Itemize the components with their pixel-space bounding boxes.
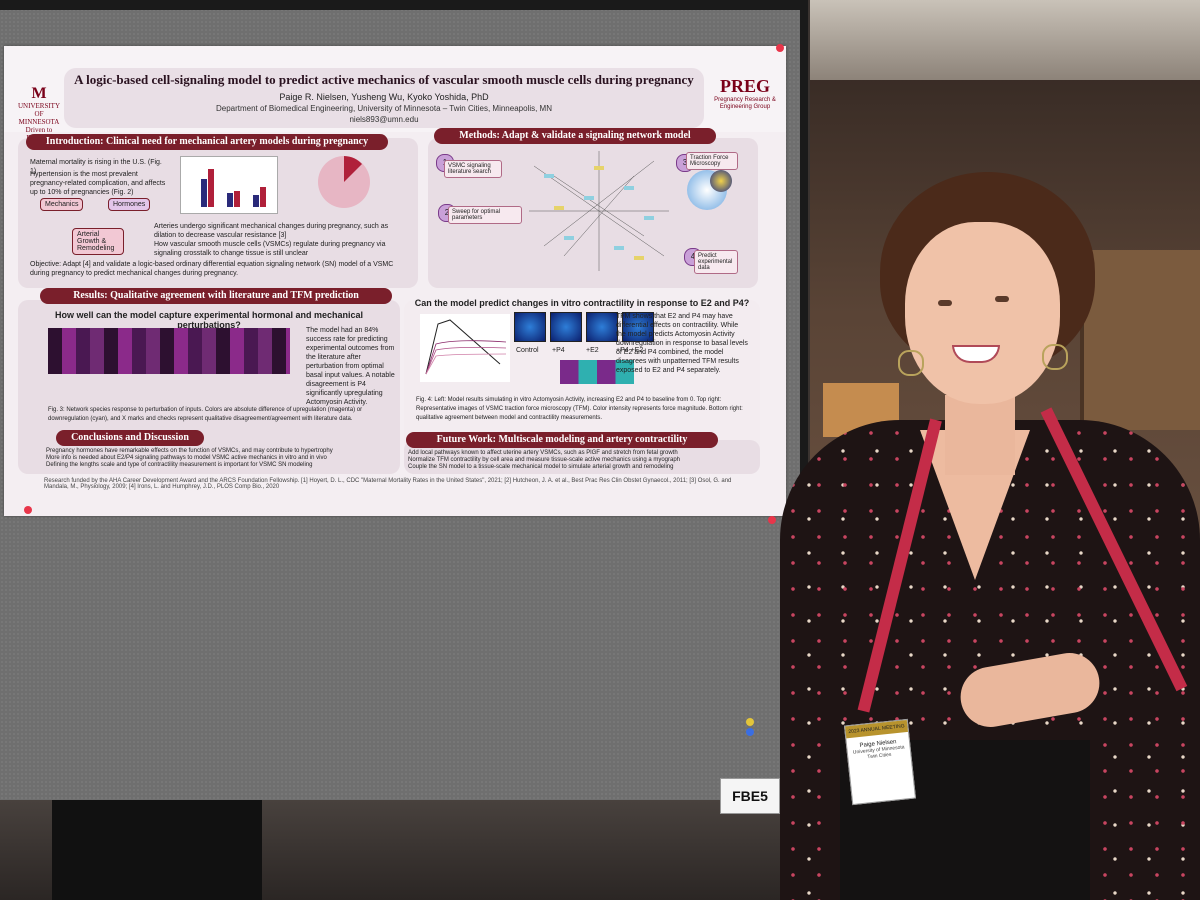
step-4-label: Predict experimental data — [694, 250, 738, 274]
poster-email: niels893@umn.edu — [349, 115, 419, 124]
presenter-face — [905, 222, 1060, 404]
preg-mark: PREG — [719, 76, 770, 96]
wall-panel — [1080, 250, 1200, 430]
tile-label-p4-e2: +P4 +E2 — [616, 347, 644, 354]
fig3-heatmap — [48, 328, 290, 374]
umn-line1: UNIVERSITY — [18, 102, 60, 110]
poster-title: A logic-based cell-signaling model to pr… — [74, 72, 694, 87]
step-1-label: VSMC signaling literature search — [444, 160, 502, 178]
intro-objective: Objective: Adapt [4] and validate a logi… — [30, 261, 394, 277]
right-hoop-earring — [1042, 344, 1068, 370]
push-pin-bottom-right — [768, 516, 776, 524]
person-legs-left — [52, 800, 262, 900]
future-3: Couple the SN model to a tissue-scale me… — [408, 464, 674, 470]
right-eye — [995, 296, 1009, 302]
conclusions-heading: Conclusions and Discussion — [56, 430, 204, 446]
fig4-caption: Fig. 4: Left: Model results simulating i… — [416, 397, 743, 421]
signaling-network-diagram — [529, 151, 669, 271]
tfm-tiles — [514, 312, 654, 342]
intro-bullet-2: Hypertension is the most prevalent pregn… — [30, 171, 166, 196]
poster-authors: Paige R. Nielsen, Yusheng Wu, Kyoko Yosh… — [279, 92, 489, 102]
preg-sub: Pregnancy Research & Engineering Group — [714, 97, 776, 110]
board-frame — [0, 0, 808, 10]
conclusion-3: Defining the lengths scale and type of c… — [46, 462, 313, 468]
results-finding: The model had an 84% success rate for pr… — [306, 327, 395, 406]
fig1-bar-chart — [180, 156, 278, 214]
fig3-caption: Fig. 3: Network species response to pert… — [48, 407, 363, 422]
future-heading: Future Work: Multiscale modeling and art… — [406, 432, 718, 448]
poster-footer: Research funded by the AHA Career Develo… — [44, 478, 732, 490]
conclusion-1: Pregnancy hormones have remarkable effec… — [46, 448, 333, 454]
growth-box: Arterial Growth & Remodeling — [72, 228, 124, 255]
methods-heading: Methods: Adapt & validate a signaling ne… — [434, 128, 716, 144]
mechanics-box: Mechanics — [40, 198, 84, 211]
hormones-box: Hormones — [108, 198, 151, 211]
poster-department: Department of Biomedical Engineering, Un… — [215, 104, 552, 113]
umn-m-icon: M — [31, 85, 47, 102]
intro-arteries: Arteries undergo significant mechanical … — [154, 223, 389, 239]
fig1-svg — [201, 169, 266, 207]
future-1: Add local pathways known to affect uteri… — [408, 450, 678, 456]
fig2-pie-icon — [318, 156, 370, 208]
push-pin-top-right — [776, 44, 784, 52]
push-pin-bottom-left — [24, 506, 32, 514]
future-2: Normalize TFM contractility by cell area… — [408, 457, 681, 463]
title-band: A logic-based cell-signaling model to pr… — [64, 68, 704, 128]
presenter-neck — [945, 395, 1015, 475]
tile-label-e2: +E2 — [586, 347, 599, 354]
push-pin-blue — [746, 728, 754, 736]
tfm-tile-control — [514, 312, 546, 342]
tfm-finding: TFM shows that E2 and P4 may have differ… — [616, 313, 748, 374]
board-number-tag: FBE5 — [720, 778, 780, 814]
left-eye — [938, 300, 952, 306]
left-hoop-earring — [898, 350, 924, 376]
results-question-1: How well can the model capture experimen… — [54, 310, 364, 330]
intro-vsmc: How vascular smooth muscle cells (VSMCs)… — [154, 241, 386, 257]
conclusion-2: More info is needed about E2/P4 signalin… — [46, 455, 327, 461]
fig4-line-plot — [420, 314, 510, 382]
research-poster: M UNIVERSITY OF MINNESOTA Driven to Disc… — [4, 46, 786, 516]
tile-label-control: Control — [516, 347, 539, 354]
poster-header: M UNIVERSITY OF MINNESOTA Driven to Disc… — [4, 46, 786, 142]
step-3-label: Traction Force Microscopy — [686, 152, 738, 170]
push-pin-yellow — [746, 718, 754, 726]
intro-heading: Introduction: Clinical need for mechanic… — [26, 134, 388, 150]
tfm-tile-p4 — [550, 312, 582, 342]
tfm-tile-p4-e2 — [622, 312, 654, 342]
umn-line2: OF MINNESOTA — [18, 110, 60, 126]
step-2-label: Sweep for optimal parameters — [448, 206, 522, 224]
tile-label-p4: +P4 — [552, 347, 565, 354]
preg-logo: PREG Pregnancy Research & Engineering Gr… — [712, 76, 778, 111]
ceiling — [810, 0, 1200, 80]
fig4-agreement-grid — [560, 360, 634, 384]
name-badge: 2023 ANNUAL MEETING Paige Nielsen Univer… — [843, 718, 917, 806]
results-heading: Results: Qualitative agreement with lite… — [40, 288, 392, 304]
results-question-2: Can the model predict changes in vitro c… — [414, 298, 750, 308]
tfm-image-icon — [710, 170, 732, 192]
tfm-tile-e2 — [586, 312, 618, 342]
intro-bullet-1: Maternal mortality is rising in the U.S.… — [30, 159, 162, 175]
